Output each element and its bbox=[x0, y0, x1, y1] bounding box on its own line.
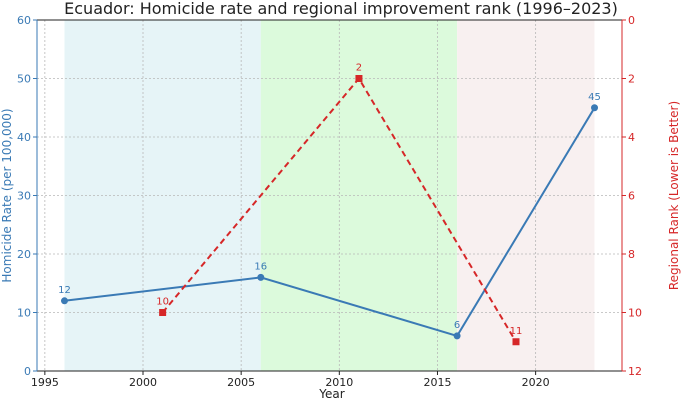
data-label: 11 bbox=[510, 326, 523, 337]
x-tick-label: 2010 bbox=[325, 376, 353, 389]
y-right-tick-label: 2 bbox=[628, 73, 635, 86]
data-label: 10 bbox=[156, 297, 169, 308]
x-tick-label: 2000 bbox=[129, 376, 157, 389]
data-label: 16 bbox=[254, 261, 267, 272]
x-axis-label: Year bbox=[318, 387, 344, 401]
y-right-tick-label: 0 bbox=[628, 14, 635, 27]
y-right-tick-label: 8 bbox=[628, 248, 635, 261]
y-left-tick-label: 40 bbox=[17, 131, 31, 144]
y-right-tick-label: 12 bbox=[628, 365, 642, 378]
y-left-tick-label: 30 bbox=[17, 190, 31, 203]
y-left-tick-label: 10 bbox=[17, 307, 31, 320]
series-group: 12 16 6 45 10 2 11 bbox=[58, 63, 601, 346]
y-left-tick-label: 60 bbox=[17, 14, 31, 27]
y-left-tick-label: 0 bbox=[24, 365, 31, 378]
data-point bbox=[355, 75, 363, 82]
y-left-tick-label: 20 bbox=[17, 248, 31, 261]
x-tick-label: 2005 bbox=[227, 376, 255, 389]
data-point bbox=[453, 332, 461, 340]
y-right-tick-label: 10 bbox=[628, 307, 642, 320]
series-line-0 bbox=[64, 107, 596, 338]
x-tick-label: 1995 bbox=[31, 376, 59, 389]
tick-labels: 1995 2000 2005 2010 2015 2020 0 10 20 30 40 50 60 0 2 4… bbox=[17, 14, 642, 389]
y-right-tick-label: 6 bbox=[628, 190, 635, 203]
y-right-tick-label: 4 bbox=[628, 131, 635, 144]
data-point bbox=[257, 273, 265, 281]
axes bbox=[33, 19, 626, 375]
data-point bbox=[512, 338, 520, 346]
data-label: 2 bbox=[356, 63, 362, 74]
x-tick-label: 2020 bbox=[522, 376, 550, 389]
data-label: 12 bbox=[58, 285, 71, 296]
data-label: 45 bbox=[588, 92, 601, 103]
y-axis-left-label: Homicide Rate (per 100,000) bbox=[0, 108, 14, 282]
x-tick-label: 2015 bbox=[423, 376, 451, 389]
data-point bbox=[159, 309, 167, 316]
y-left-tick-label: 50 bbox=[17, 73, 31, 86]
data-point bbox=[591, 104, 599, 112]
data-point bbox=[60, 297, 68, 305]
y-axis-right-label: Regional Rank (Lower is Better) bbox=[667, 101, 681, 290]
data-label: 6 bbox=[454, 320, 460, 331]
chart-title: Ecuador: Homicide rate and regional impr… bbox=[64, 0, 618, 18]
